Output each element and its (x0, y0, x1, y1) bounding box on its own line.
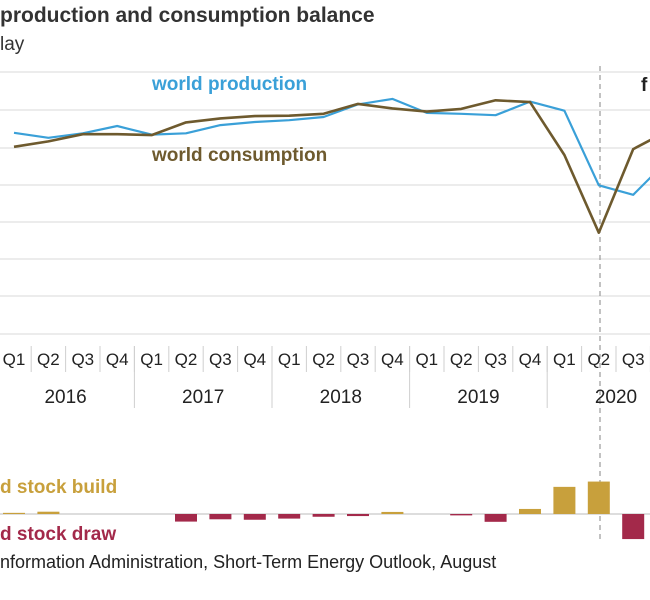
gridlines (0, 71, 650, 335)
bar-stock-build (553, 486, 576, 514)
tick-label: Q3 (71, 350, 94, 369)
bar-stock-draw (209, 514, 232, 520)
series-label-production: world production (151, 74, 307, 95)
year-label: 2017 (182, 387, 224, 408)
tick-label: Q2 (37, 350, 60, 369)
series-line-world-consumption (13, 99, 650, 234)
tick-label: Q1 (140, 350, 163, 369)
legend-build: d stock build (0, 477, 117, 498)
forecast-label: f (641, 75, 648, 96)
bar-stock-build (381, 511, 404, 514)
tick-label: Q1 (278, 350, 301, 369)
tick-label: Q1 (3, 350, 26, 369)
tick-label: Q1 (553, 350, 576, 369)
bar-stock-draw (347, 514, 369, 517)
bar-stock-draw (175, 514, 197, 522)
year-label: 2019 (457, 387, 499, 408)
bar-stock-draw (243, 514, 266, 520)
bar-stock-draw (484, 514, 507, 522)
series-label-consumption: world consumption (151, 145, 327, 166)
bar-stock-build (37, 511, 60, 514)
chart-subtitle: lay (0, 34, 25, 55)
tick-label: Q1 (415, 350, 438, 369)
bar-stock-draw (450, 514, 473, 516)
tick-label: Q4 (519, 350, 542, 369)
year-label: 2016 (44, 387, 86, 408)
tick-label: Q2 (175, 350, 198, 369)
tick-label: Q3 (347, 350, 370, 369)
year-label: 2018 (320, 387, 362, 408)
tick-label: Q2 (312, 350, 335, 369)
bar-stock-build (519, 508, 541, 514)
source-note: nformation Administration, Short-Term En… (0, 552, 497, 572)
stock-change-bars (3, 481, 645, 540)
year-label: 2020 (595, 387, 637, 408)
tick-label: Q3 (209, 350, 232, 369)
x-axis: Q1Q2Q3Q4Q1Q2Q3Q4Q1Q2Q3Q4Q1Q2Q3Q4Q1Q2Q3Q4… (3, 346, 650, 408)
bar-stock-build (3, 512, 25, 514)
chart-title: production and consumption balance (0, 4, 375, 27)
tick-label: Q4 (243, 350, 266, 369)
tick-label: Q2 (587, 350, 610, 369)
series-line-world-production (13, 97, 650, 196)
bar-stock-draw (312, 514, 335, 517)
tick-label: Q4 (106, 350, 129, 369)
tick-label: Q3 (622, 350, 645, 369)
bar-stock-draw (622, 514, 645, 540)
bar-stock-build (587, 481, 610, 514)
bar-stock-draw (278, 514, 301, 519)
tick-label: Q3 (484, 350, 507, 369)
tick-label: Q2 (450, 350, 473, 369)
legend-draw: d stock draw (0, 524, 116, 545)
tick-label: Q4 (381, 350, 404, 369)
line-points (13, 98, 634, 233)
